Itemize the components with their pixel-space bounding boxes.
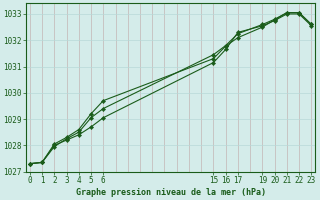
- X-axis label: Graphe pression niveau de la mer (hPa): Graphe pression niveau de la mer (hPa): [76, 188, 266, 197]
